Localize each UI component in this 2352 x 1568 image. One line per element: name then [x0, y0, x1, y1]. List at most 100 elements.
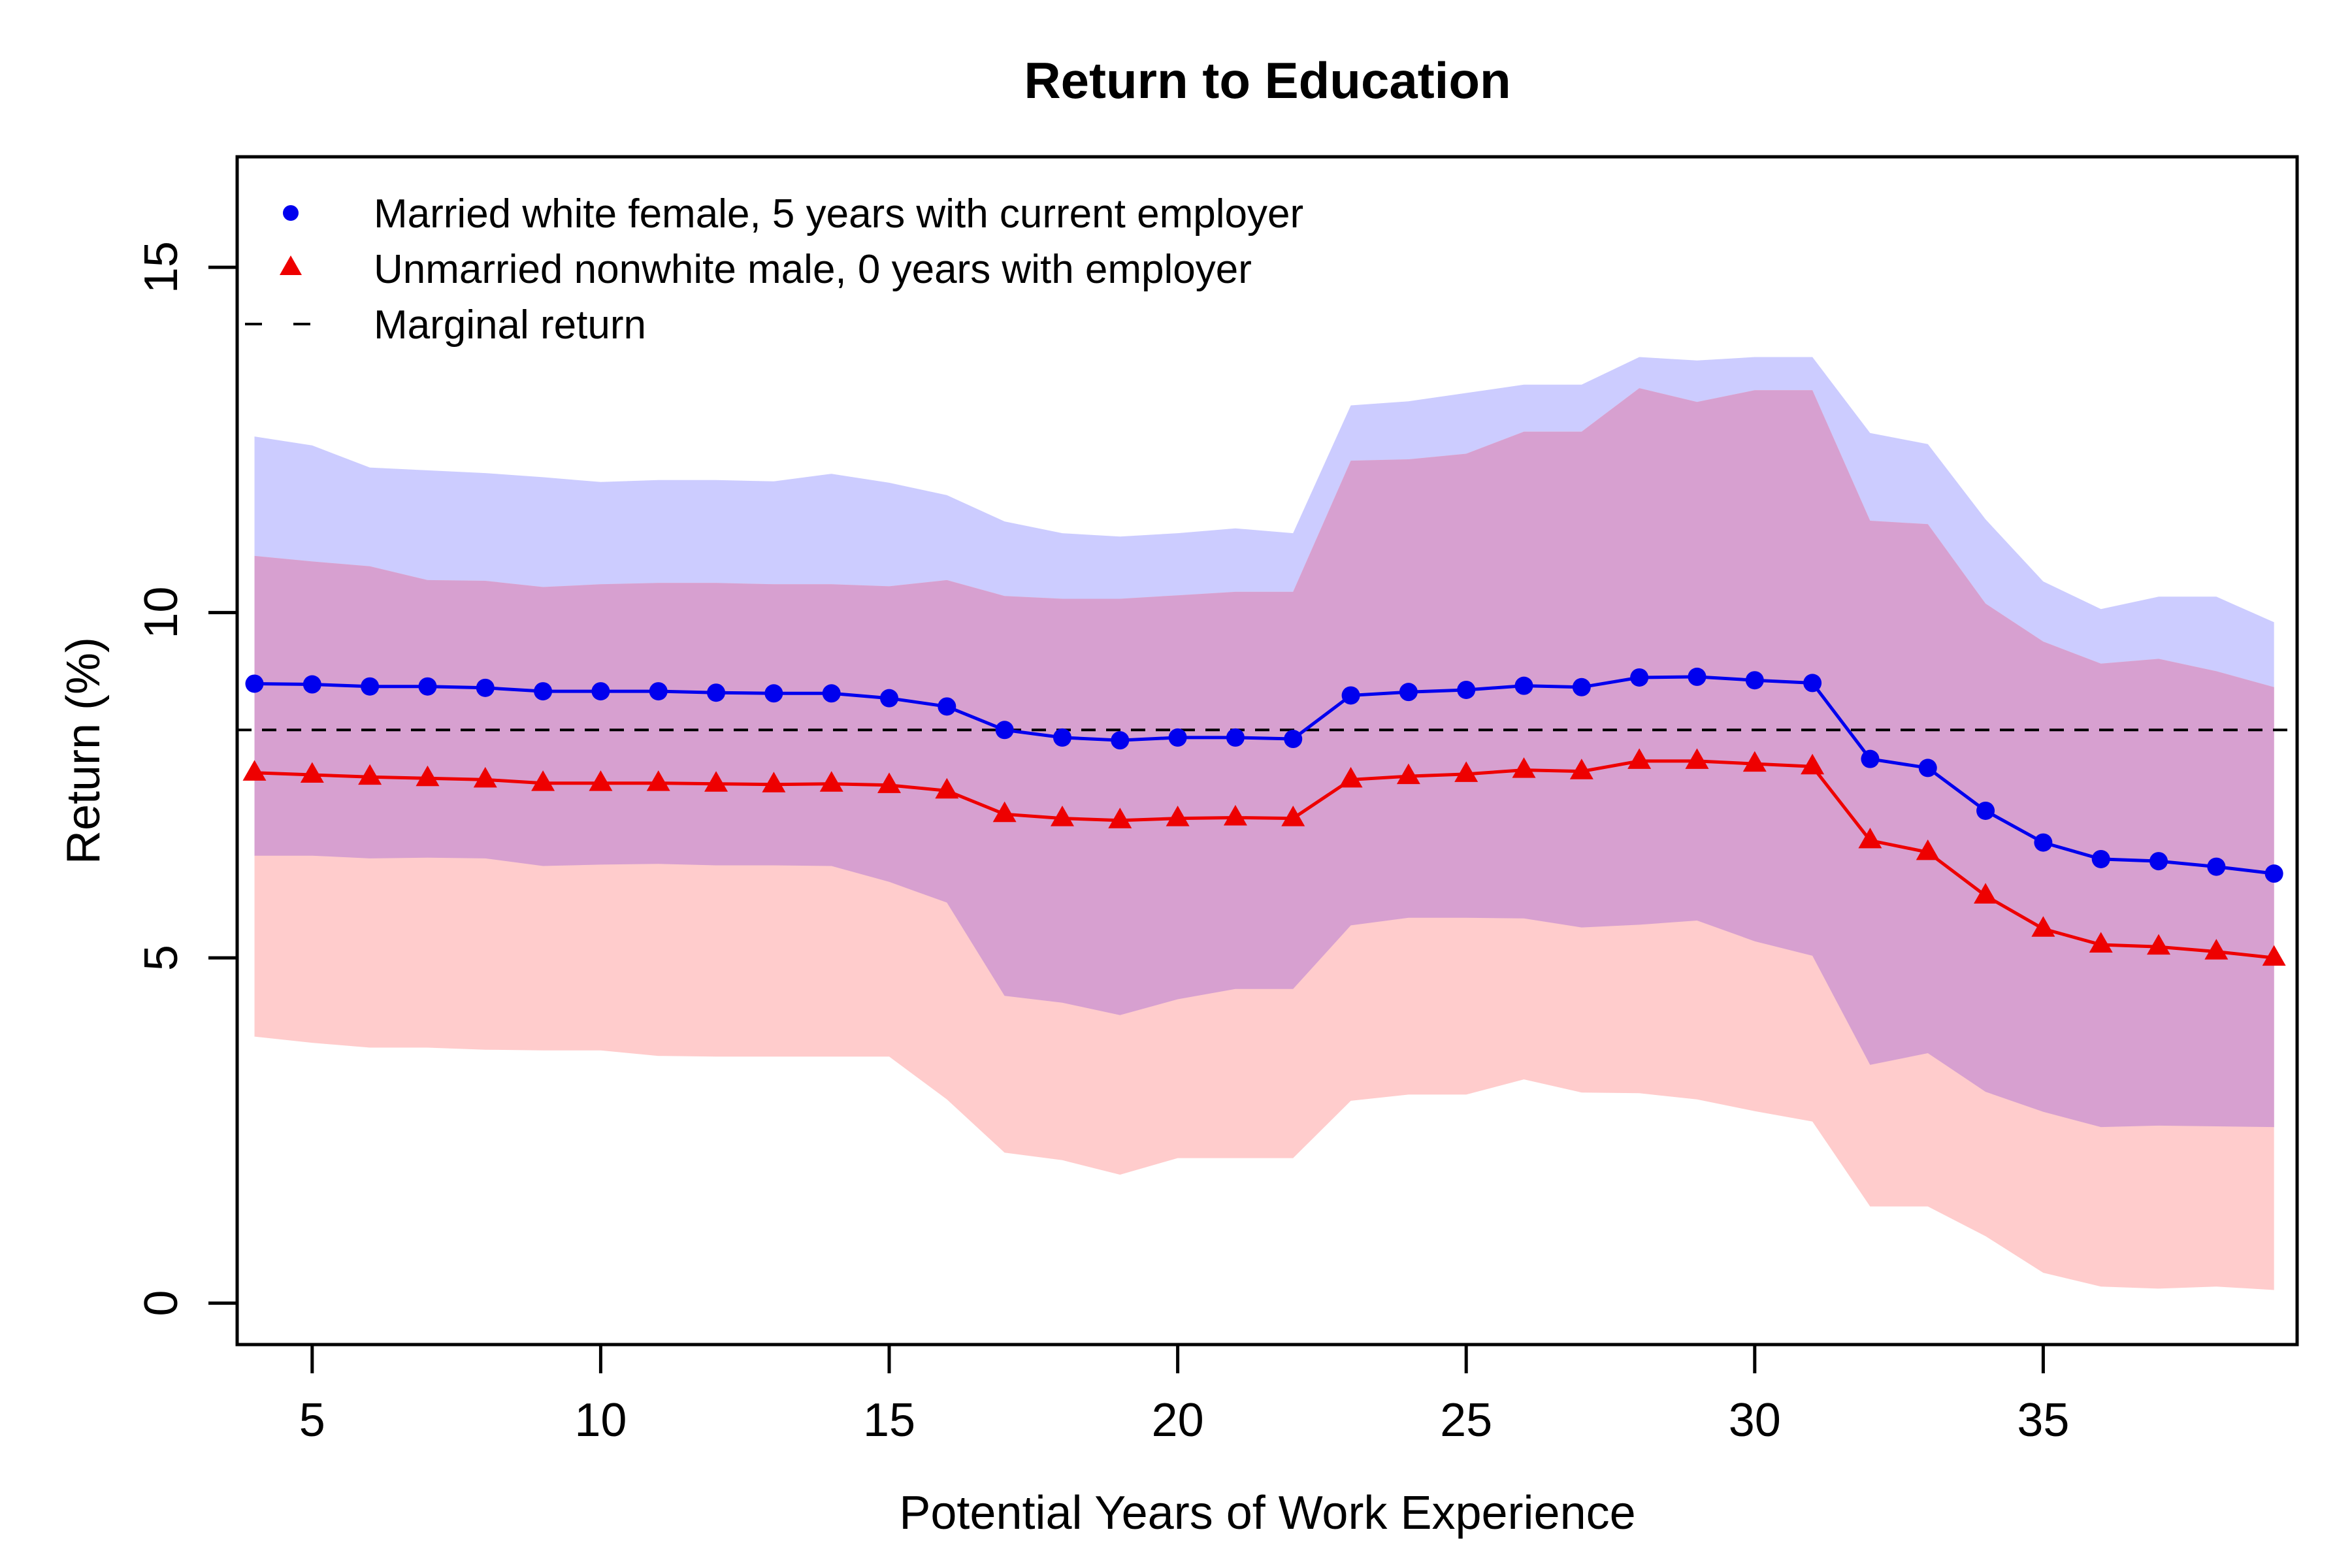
series-2-point [1339, 766, 1363, 788]
x-axis: 5 10 15 20 25 30 35 [299, 1345, 2069, 1446]
series-2-point [531, 770, 555, 791]
legend-entry-3: Marginal return [374, 302, 646, 348]
series-1-point [1688, 667, 1707, 686]
series-2-point [1512, 757, 1536, 778]
y-tick-label: 0 [135, 1290, 188, 1316]
chart-title: Return to Education [1024, 52, 1511, 109]
series-1-point [2207, 857, 2226, 876]
series-1-point [1284, 730, 1303, 749]
series-1-point [2034, 833, 2053, 852]
series-1-point [476, 678, 495, 697]
series-2-point [819, 771, 843, 792]
series-1-point [245, 674, 264, 693]
y-tick-label: 5 [135, 945, 188, 971]
series-2-point [473, 766, 497, 788]
series-2-point [1569, 759, 1593, 779]
series-line-1 [254, 675, 2274, 875]
confidence-bands [254, 357, 2274, 1290]
y-axis: 0 5 10 15 [135, 241, 237, 1316]
legend: Married white female, 5 years with curre… [245, 191, 1303, 348]
series-2-point [1396, 763, 1420, 785]
series-1-point [1745, 671, 1764, 690]
series-1-point [1168, 728, 1187, 747]
series-1-point [1918, 759, 1937, 777]
series-1-point [938, 697, 956, 716]
series-1-point [880, 689, 899, 708]
series-2-point [2147, 934, 2171, 955]
x-axis-label: Potential Years of Work Experience [899, 1487, 1635, 1539]
series-1-point [764, 684, 783, 703]
series-2-point [358, 764, 382, 785]
series-2-point [1627, 748, 1652, 769]
x-tick-label: 5 [299, 1394, 325, 1446]
x-tick-label: 15 [863, 1394, 915, 1446]
legend-circle-icon [283, 205, 299, 221]
series-2-point [2089, 932, 2113, 953]
plot-frame [235, 155, 2299, 1347]
confidence-band-overlap [254, 388, 2274, 1128]
series-2-point [1166, 806, 1190, 826]
series-2-point [762, 772, 786, 792]
series-1-point [1341, 686, 1360, 705]
x-tick-label: 30 [1729, 1394, 1781, 1446]
series-1-point [995, 721, 1014, 740]
y-tick-label: 10 [135, 587, 188, 639]
series-2-point [1454, 761, 1478, 782]
legend-entry-2: Unmarried nonwhite male, 0 years with em… [374, 247, 1252, 292]
series-1-point [1630, 668, 1649, 687]
series-2-point [1223, 805, 1247, 826]
series-2-point [1974, 883, 1998, 904]
series-1-point [822, 684, 841, 703]
series-2-point [242, 760, 267, 781]
series-1-point [591, 682, 610, 701]
x-tick-label: 10 [574, 1394, 627, 1446]
series-2-point [2031, 916, 2055, 937]
series-points [242, 667, 2286, 966]
series-1-point [2149, 852, 2168, 871]
series-2-point [1916, 839, 1940, 860]
series-1-point [1514, 676, 1533, 695]
x-tick-label: 20 [1152, 1394, 1204, 1446]
series-2-point [1742, 751, 1767, 772]
series-1-point [361, 677, 380, 696]
x-tick-label: 35 [2017, 1394, 2069, 1446]
y-tick-label: 15 [135, 241, 188, 293]
series-2-point [1858, 827, 1882, 849]
series-1-point [707, 683, 726, 702]
series-1-point [1226, 728, 1245, 747]
series-2-point [416, 765, 440, 787]
series-1-point [418, 677, 437, 696]
series-2-point [2204, 939, 2229, 960]
series-2-point [300, 762, 324, 783]
series-1-point [1572, 678, 1591, 696]
series-2-point [1108, 808, 1132, 828]
series-1-point [1111, 731, 1130, 750]
series-1-point [1861, 749, 1880, 768]
series-2-point [589, 770, 613, 791]
series-2-point [1281, 806, 1305, 826]
series-1-point [2091, 849, 2110, 868]
series-2-point [992, 801, 1017, 823]
x-tick-label: 25 [1440, 1394, 1492, 1446]
series-1-point [302, 675, 321, 694]
series-2-point [935, 777, 959, 799]
series-1-point [1399, 683, 1418, 702]
series-2-point [1050, 806, 1074, 826]
legend-triangle-icon [280, 255, 302, 275]
series-1-point [1976, 801, 1995, 820]
series-2-point [646, 770, 670, 791]
series-2-point [1801, 753, 1825, 775]
series-2-point [704, 771, 728, 792]
series-1-point [1803, 674, 1822, 693]
series-1-point [2264, 864, 2283, 883]
series-1-point [534, 682, 553, 701]
series-2-point [877, 772, 902, 793]
y-axis-label: Return (%) [57, 637, 110, 864]
series-1-point [649, 682, 668, 701]
series-2-point [2262, 945, 2286, 966]
series-1-point [1053, 728, 1071, 747]
series-1-point [1457, 680, 1476, 699]
legend-entry-1: Married white female, 5 years with curre… [374, 191, 1303, 237]
series-2-point [1685, 748, 1709, 769]
